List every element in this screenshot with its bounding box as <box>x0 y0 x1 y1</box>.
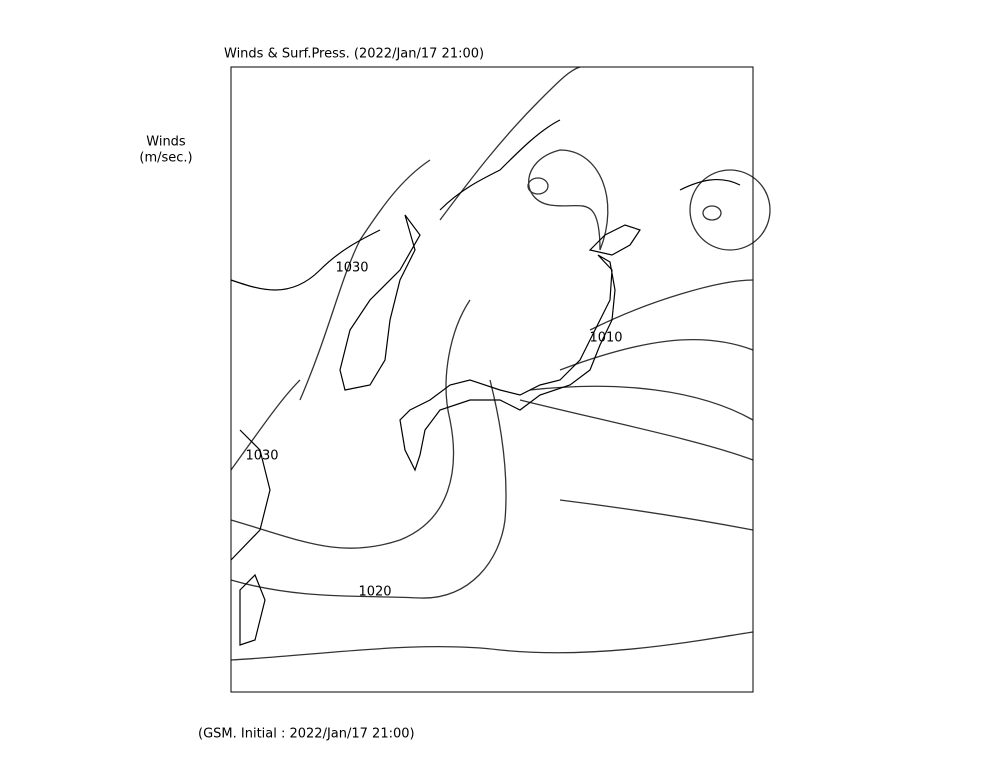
isobar-label: 1030 <box>245 449 278 464</box>
coastlines <box>230 119 741 646</box>
isobar-label: 1030 <box>335 261 368 276</box>
colorbar-unit: (m/sec.) <box>139 151 192 166</box>
map-title: Winds & Surf.Press. (2022/Jan/17 21:00) <box>224 47 484 62</box>
colorbar-title: Winds <box>146 135 186 150</box>
isobar-label: 1020 <box>358 585 391 600</box>
isobar-label: 1010 <box>589 331 622 346</box>
map-frame <box>230 66 754 693</box>
isobar-labels: 1030 1010 1030 1020 <box>245 261 622 600</box>
footer: (GSM. Initial : 2022/Jan/17 21:00) <box>198 727 415 742</box>
